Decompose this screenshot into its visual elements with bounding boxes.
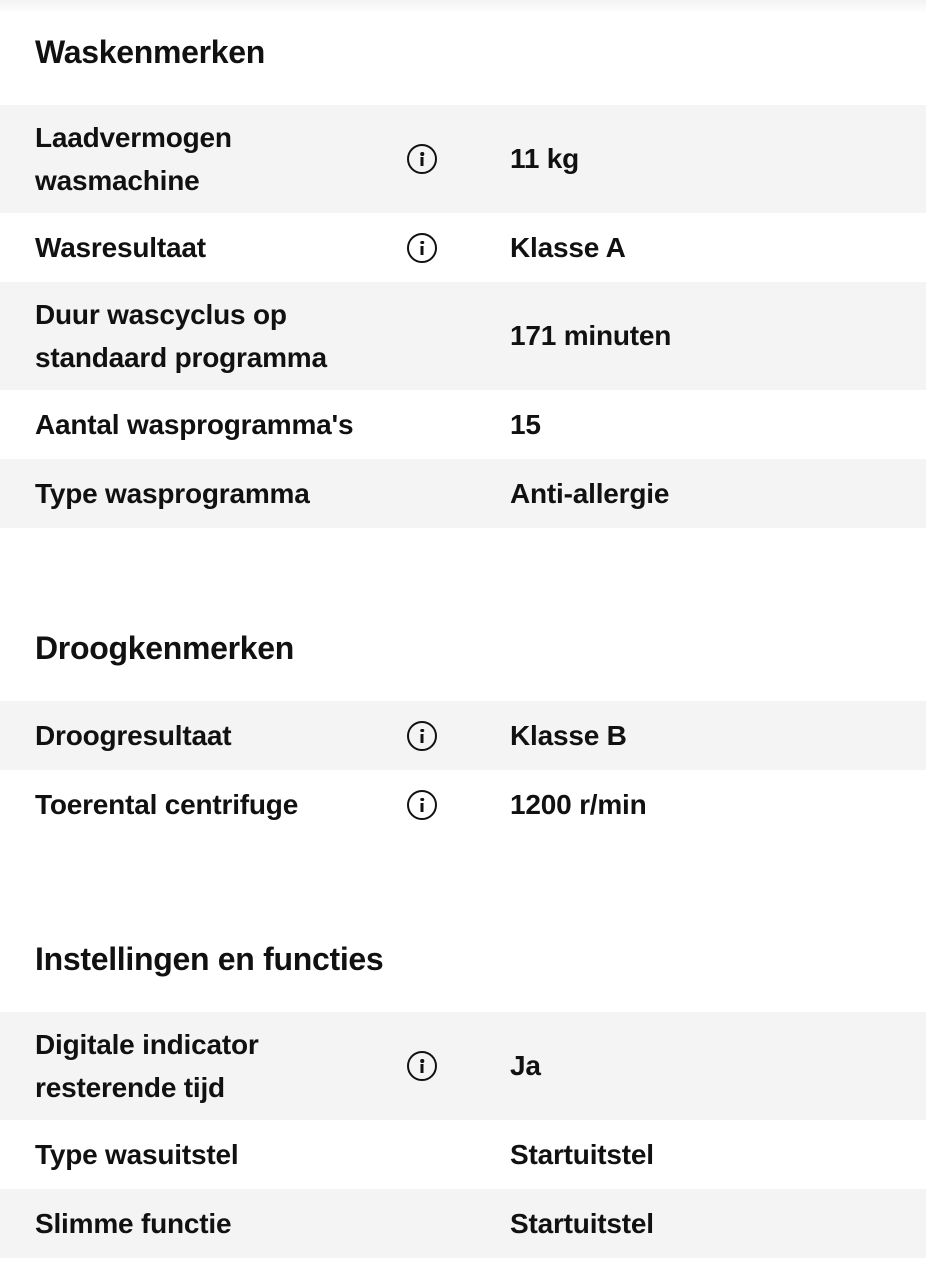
info-icon[interactable]: [407, 789, 437, 820]
info-icon[interactable]: [407, 1051, 437, 1081]
spec-label: Laadvermogen wasmachine: [35, 122, 232, 196]
spec-row: Wasresultaat Klasse A: [0, 213, 926, 282]
spec-value: Klasse B: [510, 719, 627, 751]
spec-row: Duur wascyclus op standaard programma 171…: [0, 282, 926, 390]
spec-label: Slimme functie: [35, 1208, 232, 1239]
spec-label: Duur wascyclus op standaard programma: [35, 299, 327, 373]
spec-row: Aantal wasprogramma's 15: [0, 390, 926, 459]
section-gap: [0, 528, 926, 596]
spec-row: Type wasprogramma Anti-allergie: [0, 459, 926, 528]
info-icon[interactable]: [407, 232, 437, 263]
spec-value: 11 kg: [510, 143, 580, 174]
icon-cell: [385, 789, 510, 820]
spec-label: Droogresultaat: [35, 720, 232, 751]
section-gap: [0, 839, 926, 907]
icon-cell: [385, 720, 510, 751]
info-icon[interactable]: [407, 720, 437, 751]
spec-value: Klasse A: [510, 231, 626, 263]
section-title: Droogkenmerken: [35, 630, 294, 666]
spec-label: Type wasprogramma: [35, 478, 310, 509]
spec-row: Laadvermogen wasmachine 11 kg: [0, 105, 926, 213]
spec-value: 15: [510, 408, 541, 440]
spec-row: Droogresultaat Klasse B: [0, 701, 926, 770]
spec-row: Type wasuitstel Startuitstel: [0, 1120, 926, 1189]
spec-label: Aantal wasprogramma's: [35, 409, 354, 440]
spec-section: Droogkenmerken Droogresultaat Klasse B Toer…: [0, 596, 926, 839]
spec-value: Ja: [510, 1050, 541, 1081]
icon-cell: [385, 144, 510, 174]
spec-section: Instellingen en functies Digitale indicat…: [0, 907, 926, 1258]
spec-value: 171 minuten: [510, 320, 672, 351]
spec-label: Type wasuitstel: [35, 1139, 239, 1170]
spec-value: Startuitstel: [510, 1138, 654, 1170]
section-title: Waskenmerken: [35, 34, 265, 70]
icon-cell: [385, 1051, 510, 1081]
spec-value: Startuitstel: [510, 1207, 654, 1239]
spec-row: Slimme functie Startuitstel: [0, 1189, 926, 1258]
spec-label: Toerental centrifuge: [35, 789, 299, 820]
spec-value: 1200 r/min: [510, 788, 647, 820]
info-icon[interactable]: [407, 144, 437, 174]
spec-row: Digitale indicator resterende tijd Ja: [0, 1012, 926, 1120]
icon-cell: [385, 232, 510, 263]
spec-label: Wasresultaat: [35, 232, 206, 263]
section-title: Instellingen en functies: [35, 941, 384, 977]
spec-value: Anti-allergie: [510, 477, 670, 509]
spec-section: Waskenmerken Laadvermogen wasmachine 11 kg…: [0, 0, 926, 528]
spec-row: Toerental centrifuge 1200 r/min: [0, 770, 926, 839]
spec-label: Digitale indicator resterende tijd: [35, 1029, 259, 1103]
top-shadow: [0, 0, 926, 14]
